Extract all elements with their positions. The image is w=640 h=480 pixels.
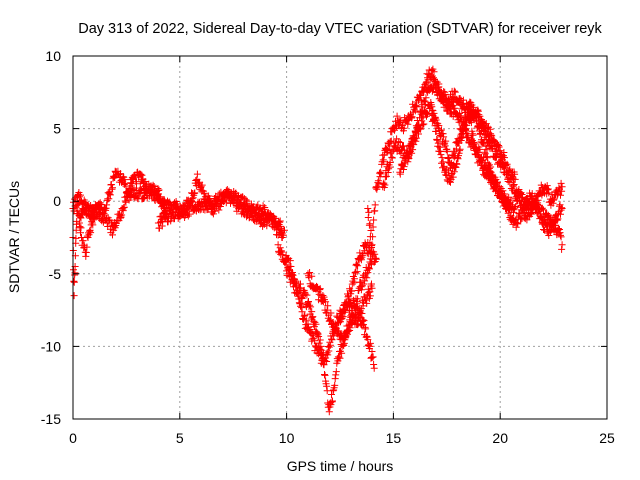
x-axis-ticks: 0 5 10 15 20 25	[69, 56, 615, 446]
y-axis-ticks: -15 -10 -5 0 5 10	[41, 48, 607, 427]
y-tick-label: -5	[49, 266, 62, 282]
sdtvar-markers	[69, 65, 566, 416]
grid-lines	[73, 56, 607, 419]
y-tick-label: -15	[41, 411, 61, 427]
x-tick-label: 10	[279, 430, 295, 446]
y-tick-label: 5	[53, 121, 61, 137]
x-tick-label: 5	[176, 430, 184, 446]
y-tick-label: 0	[53, 193, 61, 209]
x-tick-label: 0	[69, 430, 77, 446]
data-points	[69, 65, 566, 416]
x-tick-label: 25	[599, 430, 615, 446]
y-tick-label: 10	[45, 48, 61, 64]
x-tick-label: 15	[386, 430, 402, 446]
y-axis-label: SDTVAR / TECUs	[6, 181, 22, 293]
x-tick-label: 20	[492, 430, 508, 446]
plot-frame	[72, 55, 608, 420]
chart-title: Day 313 of 2022, Sidereal Day-to-day VTE…	[78, 21, 602, 37]
x-axis-label: GPS time / hours	[287, 458, 394, 474]
y-tick-label: -10	[41, 338, 61, 354]
